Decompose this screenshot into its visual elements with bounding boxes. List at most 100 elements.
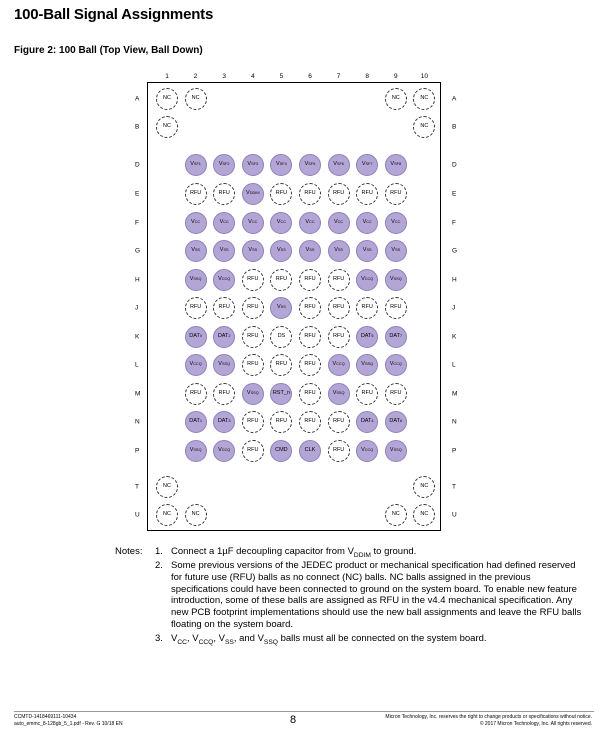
ball-K4: RFU [241, 326, 264, 348]
ball-F5: V CC [270, 212, 293, 234]
ball-D8: V SF7 [356, 154, 379, 176]
row-label-G: G [135, 247, 141, 255]
note-text: Connect a 1µF decoupling capacitor from … [171, 546, 417, 559]
ball-K3: DAT 2 [213, 326, 236, 348]
ball-J7: RFU [327, 297, 350, 319]
notes-heading: Notes: [115, 546, 143, 557]
ball-D9: V SF8 [384, 154, 407, 176]
ball-J4: RFU [241, 297, 264, 319]
row-label-U: U [452, 511, 457, 519]
ball-H5: RFU [270, 269, 293, 291]
row-label-T: T [452, 483, 456, 491]
footer-right: Micron Technology, Inc. reserves the rig… [385, 714, 592, 728]
ball-D5: V SF4 [270, 154, 293, 176]
note-number: 3. [155, 633, 163, 644]
ball-J6: RFU [299, 297, 321, 319]
ball-B1: NC [156, 116, 178, 138]
note-item: 1. Connect a 1µF decoupling capacitor fro… [155, 546, 585, 562]
ball-N6: RFU [299, 411, 321, 433]
ball-B10: NC [413, 116, 436, 138]
ball-L2: V CCQ [184, 354, 207, 376]
ball-L9: V CCQ [384, 354, 407, 376]
ball-F3: V CC [213, 212, 236, 234]
copyright: © 2017 Micron Technology, Inc. All right… [479, 721, 592, 727]
note-text: Some previous versions of the JEDEC prod… [171, 560, 582, 630]
ball-H8: V CCQ [356, 269, 379, 291]
page-number: 8 [290, 714, 297, 726]
column-label-10: 10 [420, 73, 429, 80]
ball-A1: NC [156, 88, 178, 110]
ball-P7: RFU [327, 440, 350, 462]
figure-title: Figure 2: 100 Ball (Top View, Ball Down) [14, 45, 203, 56]
ball-K8: DAT 5 [356, 326, 379, 348]
ball-H9: V SSQ [384, 269, 407, 291]
footer-divider [14, 711, 594, 712]
ball-D4: V SF3 [241, 154, 264, 176]
ball-P3: V CCQ [213, 440, 236, 462]
ball-E9: RFU [384, 183, 407, 205]
column-label-1: 1 [165, 73, 169, 80]
ball-E3: RFU [213, 183, 236, 205]
ball-U1: NC [156, 504, 178, 526]
ball-J2: RFU [184, 297, 207, 319]
ball-N4: RFU [241, 411, 264, 433]
row-label-K: K [135, 333, 140, 341]
row-label-J: J [452, 304, 456, 312]
ball-D7: V SF6 [327, 154, 350, 176]
ball-P4: RFU [241, 440, 264, 462]
row-label-H: H [135, 276, 140, 284]
ball-H2: V SSQ [184, 269, 207, 291]
ball-U9: NC [384, 504, 407, 526]
ball-L3: V SSQ [213, 354, 236, 376]
ball-G4: V SS [241, 240, 264, 262]
note-text: VCC, VCCQ, VSS, and VSSQ balls must all … [171, 633, 487, 646]
row-label-A: A [135, 95, 140, 103]
ball-P2: V SSQ [184, 440, 207, 462]
ball-E5: RFU [270, 183, 293, 205]
ball-U10: NC [413, 504, 436, 526]
ball-M5: RST_n [270, 383, 293, 405]
ball-G7: V SS [327, 240, 350, 262]
ball-J5: V SS [270, 297, 293, 319]
ball-P6: CLK [299, 440, 321, 462]
row-label-T: T [135, 483, 139, 491]
ball-P8: V CCQ [356, 440, 379, 462]
ball-F8: V CC [356, 212, 379, 234]
column-label-7: 7 [336, 73, 341, 80]
ball-T10: NC [413, 476, 436, 498]
row-label-D: D [135, 161, 140, 169]
ball-K9: DAT 7 [384, 326, 407, 348]
row-label-D: D [452, 161, 457, 169]
ball-J8: RFU [356, 297, 379, 319]
ball-A9: NC [384, 88, 407, 110]
ball-L5: RFU [270, 354, 293, 376]
ball-N2: DAT 1 [184, 411, 207, 433]
ball-F7: V CC [327, 212, 350, 234]
column-label-5: 5 [279, 73, 284, 80]
row-label-M: M [135, 390, 141, 398]
ball-H7: RFU [327, 269, 350, 291]
row-label-U: U [135, 511, 140, 519]
ball-N7: RFU [327, 411, 350, 433]
ball-H4: RFU [241, 269, 264, 291]
doc-number: CCMTD-1418469111-10434 [14, 714, 77, 720]
row-label-B: B [452, 123, 457, 131]
ball-J3: RFU [213, 297, 236, 319]
ball-A2: NC [184, 88, 207, 110]
doc-filename: auto_emmc_8-128gb_5_1.pdf - Rev. G 10/18… [14, 721, 123, 727]
row-label-M: M [452, 390, 458, 398]
row-label-J: J [135, 304, 139, 312]
column-label-9: 9 [393, 73, 398, 80]
ball-D6: V SF5 [299, 154, 321, 176]
ball-L4: RFU [241, 354, 264, 376]
ball-K7: RFU [327, 326, 350, 348]
ball-M6: RFU [299, 383, 321, 405]
ball-E6: RFU [299, 183, 321, 205]
row-label-B: B [135, 123, 140, 131]
ball-N8: DAT 4 [356, 411, 379, 433]
ball-M9: RFU [384, 383, 407, 405]
ball-N5: RFU [270, 411, 293, 433]
ball-L8: V SSQ [356, 354, 379, 376]
ball-D3: V SF2 [213, 154, 236, 176]
row-label-F: F [135, 219, 139, 227]
